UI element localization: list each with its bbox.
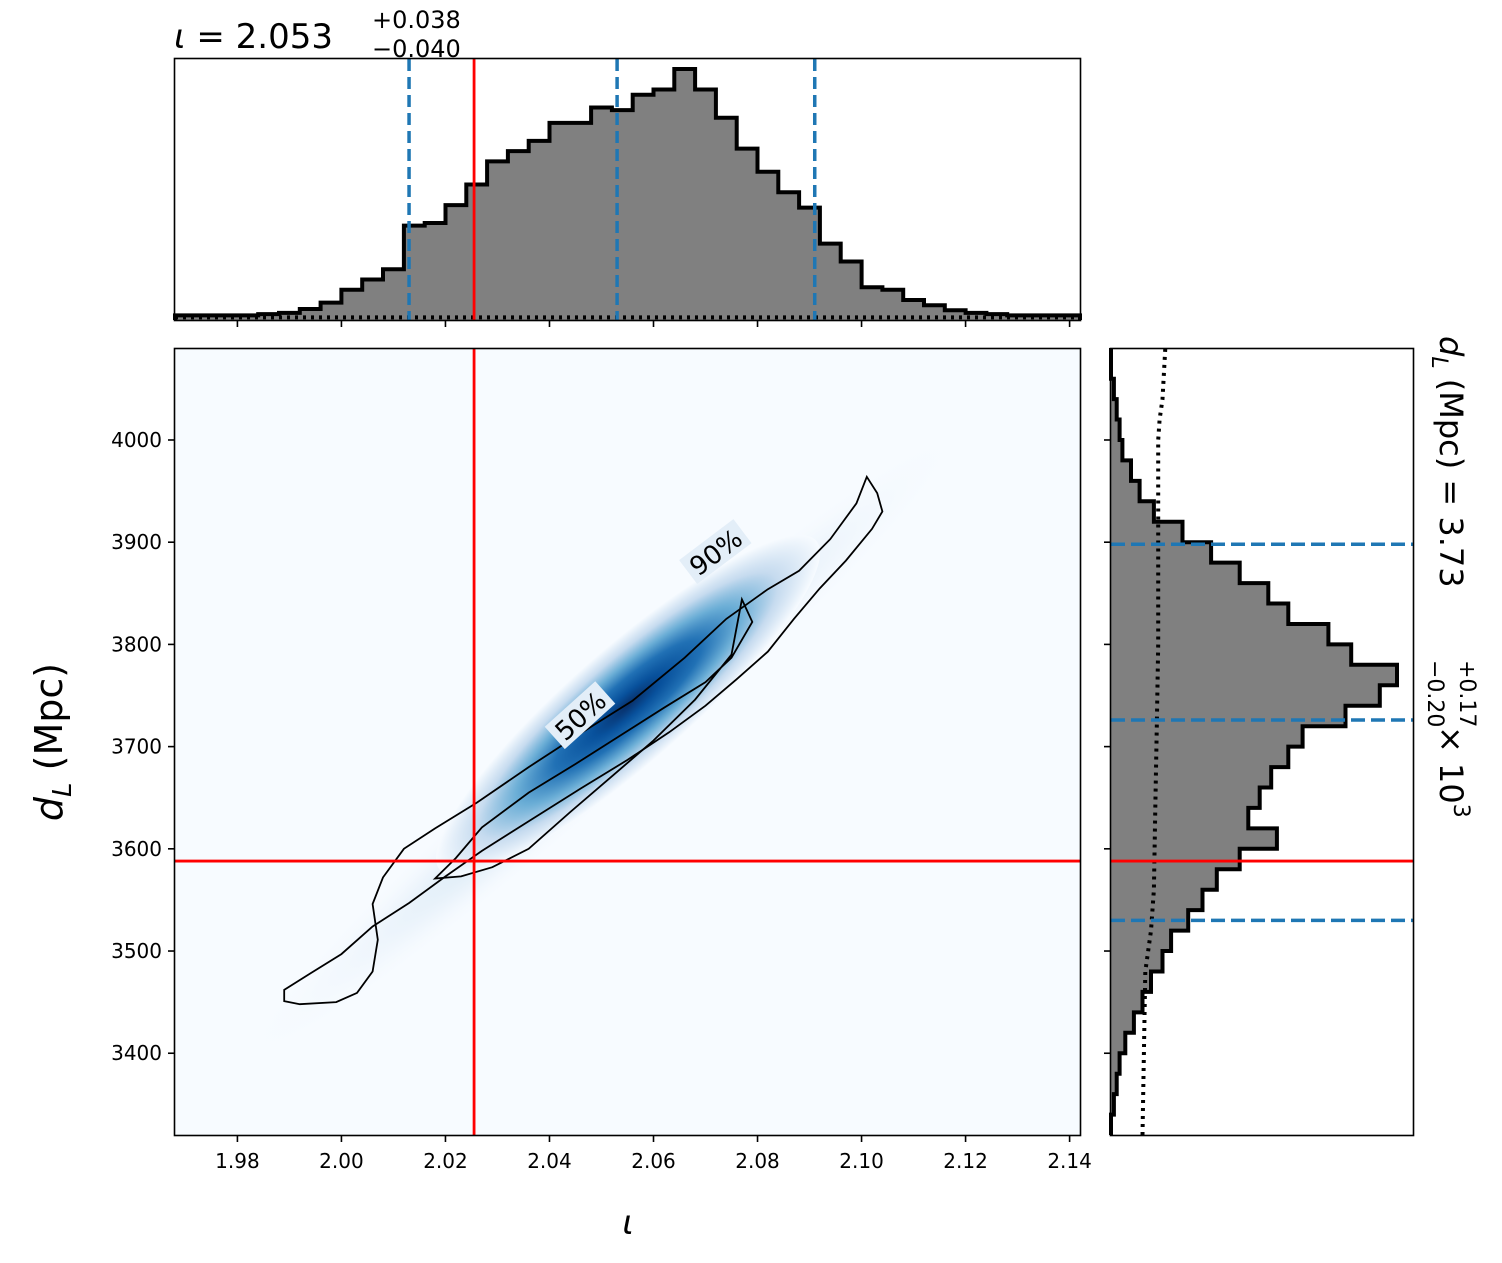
- marginal-y-title-main: d: [1432, 336, 1470, 357]
- marginal-x-histogram-step: [173, 67, 1082, 320]
- x-tick-label: 2.02: [423, 1149, 468, 1173]
- contour-label-bg-90pct: [679, 519, 752, 585]
- marginal-y-ticks: [1104, 439, 1111, 1055]
- marginal-y-title-sub: L: [1426, 356, 1451, 368]
- marginal-x-title-plus: +0.038: [372, 6, 461, 34]
- contour-label-bg-50pct: [544, 681, 616, 750]
- x-tick-label: 2.08: [735, 1149, 780, 1173]
- joint-panel: 90%50% 1.98 2.00 2.02 2.04 2.06 2.08 2.10 2.12 2…: [27, 347, 1092, 1243]
- x-tick-label: 2.00: [319, 1149, 364, 1173]
- y-axis-label-sub: L: [48, 782, 78, 797]
- marginal-y-title-scale: × 103: [1432, 726, 1473, 818]
- y-tick-label: 3800: [111, 632, 162, 656]
- marginal-x-plot-area: [173, 59, 1082, 320]
- y-tick-label: 3700: [111, 735, 162, 759]
- y-axis-label-main: d: [27, 796, 71, 821]
- x-tick-label: 2.06: [631, 1149, 676, 1173]
- x-tick-label: 2.10: [839, 1149, 884, 1173]
- marginal-x-title-eq: =: [196, 17, 235, 57]
- marginal-y-histogram-step: [1109, 348, 1399, 1135]
- marginal-y-prior-curve: [1140, 347, 1168, 1136]
- x-axis-label: ι: [622, 1203, 634, 1243]
- marginal-y-panel: dL (Mpc) = 3.73 +0.17 −0.20 × 103: [1104, 336, 1479, 1137]
- joint-ticks: 1.98 2.00 2.02 2.04 2.06 2.08 2.10 2.12 2.14 3400…: [111, 428, 1092, 1173]
- heatmap-plot-area: 90%50%: [175, 348, 1080, 1135]
- marginal-y-histogram-fill: [1111, 348, 1397, 1135]
- marginal-y-title-unit: (Mpc) = 3.73: [1432, 369, 1470, 588]
- marginal-y-title-plus: +0.17: [1454, 660, 1479, 727]
- marginal-y-title-minus: −0.20: [1422, 660, 1447, 727]
- marginal-x-histogram-fill: [175, 69, 1080, 320]
- y-axis-label: dL (Mpc): [27, 663, 78, 821]
- marginal-y-title-exp: 3: [1448, 804, 1473, 818]
- marginal-x-title-minus: −0.040: [372, 35, 461, 63]
- y-tick-label: 3600: [111, 837, 162, 861]
- x-tick-label: 1.98: [215, 1149, 260, 1173]
- svg-text:dL (Mpc): dL (Mpc): [27, 663, 78, 821]
- x-tick-label: 2.14: [1047, 1149, 1092, 1173]
- marginal-x-frame: [173, 57, 1082, 322]
- marginal-x-ticks: [236, 320, 1071, 327]
- marginal-y-plot-area: [1109, 347, 1413, 1136]
- y-tick-label: 3500: [111, 939, 162, 963]
- contour-90pct: [283, 474, 884, 1006]
- svg-text:dL (Mpc) = 3.73: dL (Mpc) = 3.73: [1426, 336, 1470, 588]
- contour-50pct: [432, 596, 754, 880]
- y-tick-label: 4000: [111, 428, 162, 452]
- marginal-x-title-param: ι: [174, 17, 186, 57]
- marginal-x-panel: ι = 2.053 +0.038 −0.040: [173, 6, 1082, 327]
- marginal-y-frame: [1109, 347, 1415, 1137]
- x-tick-label: 2.04: [527, 1149, 572, 1173]
- marginal-x-title: ι = 2.053: [174, 17, 333, 57]
- x-tick-label: 2.12: [943, 1149, 988, 1173]
- marginal-y-title: dL (Mpc) = 3.73 +0.17 −0.20 × 103: [1422, 336, 1479, 818]
- marginal-x-title-median: 2.053: [236, 17, 333, 57]
- y-axis-label-unit: (Mpc): [27, 663, 71, 783]
- y-tick-label: 3400: [111, 1041, 162, 1065]
- joint-frame: [173, 347, 1082, 1137]
- y-tick-label: 3900: [111, 530, 162, 554]
